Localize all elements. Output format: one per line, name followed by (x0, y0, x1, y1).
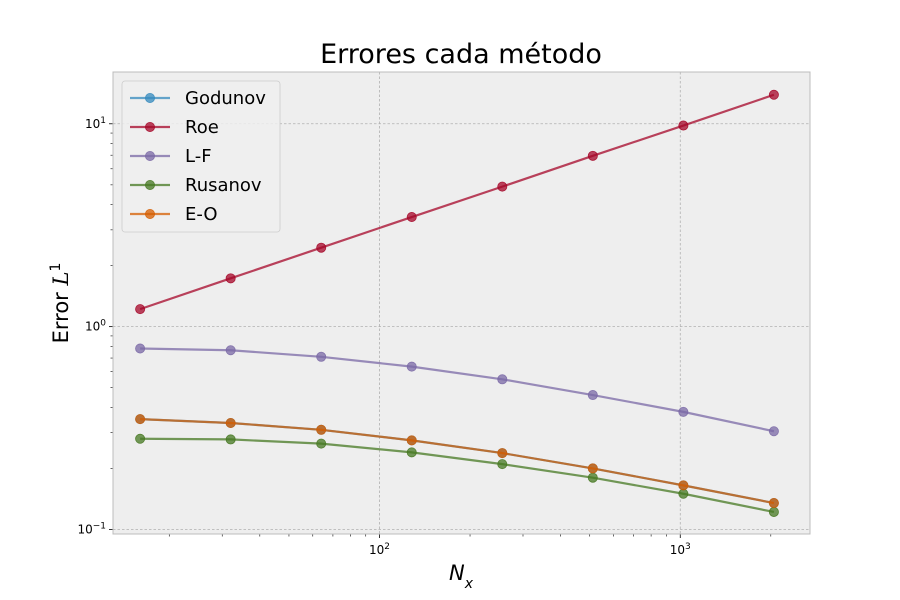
plot-frame (112, 71, 811, 535)
legend-swatch-marker (144, 150, 155, 161)
legend-label: L-F (185, 146, 212, 167)
data-point (225, 417, 236, 428)
data-point (587, 463, 598, 474)
data-point (678, 488, 689, 499)
legend-label: Rusanov (185, 175, 262, 196)
data-point (678, 480, 689, 491)
data-point (587, 390, 598, 401)
data-point (497, 448, 508, 459)
series-roe (135, 89, 779, 315)
data-point (587, 472, 598, 483)
data-point (225, 345, 236, 356)
data-point (768, 89, 779, 100)
legend-box (121, 80, 281, 233)
legend-entry: E-O (130, 204, 218, 225)
data-point (768, 506, 779, 517)
data-point (316, 424, 327, 435)
legend-entry: L-F (130, 146, 212, 167)
data-point (587, 150, 598, 161)
legend-swatch-marker (144, 208, 155, 219)
data-point (678, 120, 689, 131)
y-tick-label: 10−1 (77, 521, 106, 536)
legend-entry: Godunov (130, 88, 266, 109)
data-point (225, 273, 236, 284)
series-line (140, 347, 775, 433)
data-point (135, 414, 146, 425)
legend-label: Godunov (185, 88, 266, 109)
chart-title: Errores cada método (320, 39, 602, 70)
legend-entry: Roe (130, 117, 219, 138)
data-point (135, 433, 146, 444)
y-tick-label: 100 (85, 319, 106, 334)
data-point (406, 435, 417, 446)
series-layer (135, 89, 779, 517)
data-point (768, 426, 779, 437)
data-point (406, 447, 417, 458)
y-tick-label: 101 (85, 116, 106, 131)
x-tick-label: 103 (670, 542, 691, 557)
data-point (316, 351, 327, 362)
data-point (225, 434, 236, 445)
data-point (316, 242, 327, 253)
series-e-o (135, 414, 779, 509)
series-line (140, 418, 775, 505)
legend-label: Roe (185, 117, 219, 138)
legend-entry: Rusanov (130, 175, 262, 196)
legend-swatch-marker (144, 179, 155, 190)
data-point (316, 438, 327, 449)
tick-labels: 102 103 10−1 100 101 (77, 116, 690, 557)
x-tick-label: 102 (369, 542, 390, 557)
data-point (135, 304, 146, 315)
series-l-f (135, 343, 779, 437)
data-point (768, 498, 779, 509)
data-point (497, 181, 508, 192)
data-point (135, 343, 146, 354)
data-point (497, 459, 508, 470)
grid (113, 72, 810, 534)
legend-swatch-marker (144, 93, 155, 104)
series-line (139, 93, 775, 311)
data-point (406, 212, 417, 223)
y-axis-label: Error L1 (48, 263, 73, 344)
data-point (678, 406, 689, 417)
data-point (406, 361, 417, 372)
series-line (140, 437, 775, 514)
legend-swatch-marker (144, 122, 155, 133)
legend-label: E-O (185, 204, 218, 225)
series-rusanov (135, 433, 779, 517)
legend: Godunov Roe L-F Rusanov E-O (121, 80, 281, 233)
data-point (497, 374, 508, 385)
